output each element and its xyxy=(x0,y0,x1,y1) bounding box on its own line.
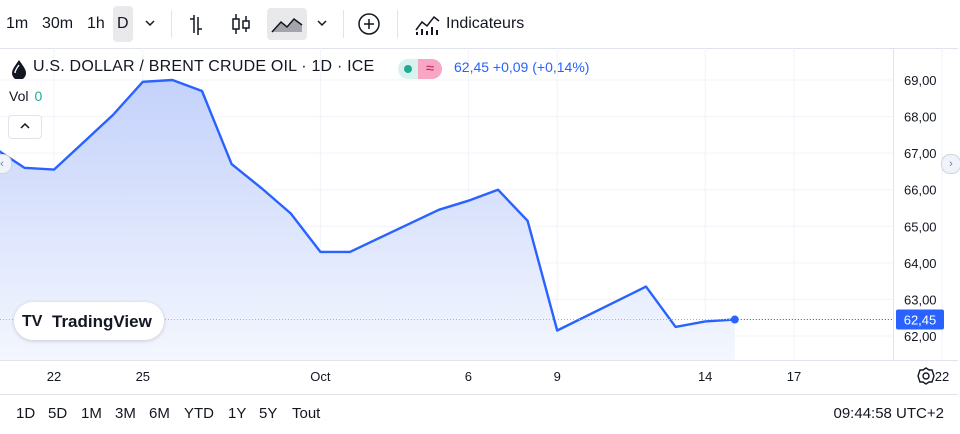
x-tick-label: 6 xyxy=(465,369,472,384)
x-tick-label: 22 xyxy=(47,369,61,384)
y-tick-label: 65,00 xyxy=(904,219,937,234)
drop-icon xyxy=(9,59,29,79)
y-tick-label: 63,00 xyxy=(904,292,937,307)
range-1d[interactable]: 1D xyxy=(16,405,35,422)
range-5d[interactable]: 5D xyxy=(48,405,67,422)
volume-label: Vol xyxy=(9,88,28,104)
x-tick-label: 9 xyxy=(554,369,561,384)
last-point-marker xyxy=(731,316,739,324)
y-tick-label: 67,00 xyxy=(904,146,937,161)
range-1y[interactable]: 1Y xyxy=(228,405,246,422)
range-1m[interactable]: 1M xyxy=(81,405,102,422)
x-tick-label: 14 xyxy=(698,369,712,384)
symbol-title[interactable]: U.S. DOLLAR / BRENT CRUDE OIL · 1D · ICE xyxy=(33,58,374,76)
tradingview-logo-text: TradingView xyxy=(52,312,152,332)
x-tick-label: 17 xyxy=(787,369,801,384)
market-open-dot-icon xyxy=(404,65,412,73)
x-tick-label: 25 xyxy=(136,369,150,384)
x-tick-label: Oct xyxy=(310,369,331,384)
y-tick-label: 64,00 xyxy=(904,256,937,271)
range-ytd[interactable]: YTD xyxy=(184,405,214,422)
range-6m[interactable]: 6M xyxy=(149,405,170,422)
tradingview-logo-icon: TV xyxy=(22,313,42,331)
market-status-badge[interactable] xyxy=(398,59,418,79)
scroll-right-arrow-icon[interactable]: › xyxy=(941,154,960,174)
y-tick-label: 69,00 xyxy=(904,73,937,88)
price-change-text: 62,45 +0,09 (+0,14%) xyxy=(454,59,589,75)
utc-clock[interactable]: 09:44:58 UTC+2 xyxy=(834,405,945,422)
data-delay-badge[interactable]: ≈ xyxy=(418,59,442,79)
y-tick-label: 66,00 xyxy=(904,183,937,198)
volume-value: 0 xyxy=(34,88,42,104)
axis-settings-gear-icon[interactable] xyxy=(916,366,936,386)
collapse-legend-button[interactable] xyxy=(8,115,42,139)
x-tick-label: 22 xyxy=(935,369,949,384)
volume-legend: Vol 0 xyxy=(9,88,42,104)
chevron-up-icon xyxy=(18,121,32,131)
y-tick-label: 62,00 xyxy=(904,329,937,344)
last-price-label: 62,45 xyxy=(904,313,937,328)
y-tick-label: 68,00 xyxy=(904,110,937,125)
range-5y[interactable]: 5Y xyxy=(259,405,277,422)
tradingview-logo[interactable]: TV TradingView xyxy=(14,302,164,340)
range-3m[interactable]: 3M xyxy=(115,405,136,422)
range-all[interactable]: Tout xyxy=(292,405,320,422)
bottom-toolbar: 1D 5D 1M 3M 6M YTD 1Y 5Y Tout 09:44:58 U… xyxy=(0,394,958,434)
